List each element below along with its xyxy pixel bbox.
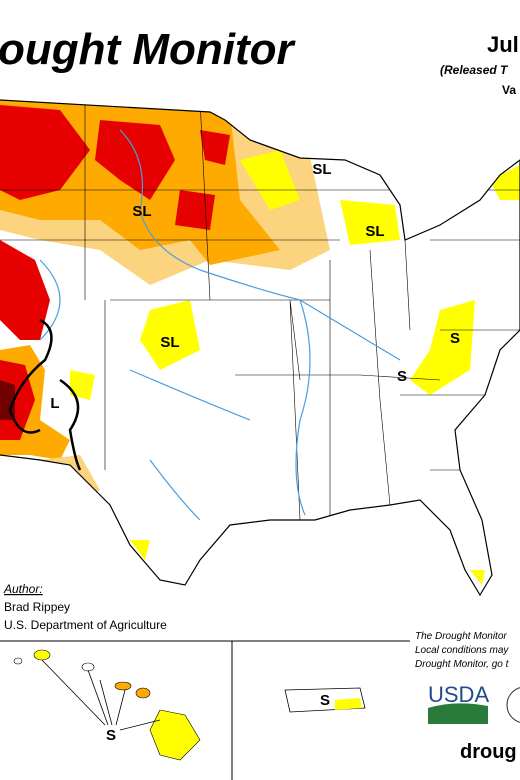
released: (Released T bbox=[440, 63, 509, 77]
note-line: The Drought Monitor bbox=[415, 631, 507, 642]
valid: Va bbox=[502, 83, 516, 97]
note-line: Drought Monitor, go t bbox=[415, 659, 510, 670]
puerto-rico-label: S bbox=[320, 692, 330, 709]
impact-label: SL bbox=[132, 203, 151, 220]
impact-label: SL bbox=[365, 223, 384, 240]
impact-label: L bbox=[50, 395, 59, 412]
seal bbox=[506, 687, 520, 723]
usda-logo: USDA bbox=[428, 682, 489, 707]
date: Jul bbox=[487, 32, 519, 57]
title: ought Monitor bbox=[0, 25, 297, 74]
hawaii-label: S bbox=[106, 727, 116, 744]
usda-logo-mark bbox=[428, 703, 488, 724]
impact-label: SL bbox=[312, 161, 331, 178]
author-heading: Author: bbox=[3, 582, 43, 596]
impact-label: SL bbox=[160, 334, 179, 351]
note-line: Local conditions may bbox=[415, 645, 509, 656]
footer-url: droug bbox=[460, 741, 517, 763]
insets: S S bbox=[0, 640, 410, 780]
author-name: Brad Rippey bbox=[4, 600, 70, 614]
impact-label: S bbox=[397, 368, 407, 385]
impact-label: S bbox=[450, 330, 460, 347]
author-org: U.S. Department of Agriculture bbox=[4, 618, 167, 632]
